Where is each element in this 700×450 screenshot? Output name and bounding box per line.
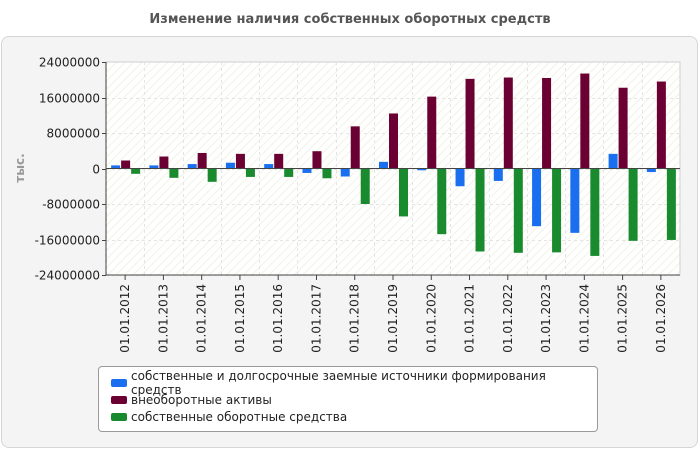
bar xyxy=(608,153,618,169)
bars xyxy=(111,73,676,256)
legend-swatch xyxy=(111,412,127,421)
bar xyxy=(417,168,427,171)
bar xyxy=(590,168,600,256)
legend-swatch xyxy=(111,395,127,404)
legend-item: внеоборотные активы xyxy=(111,391,597,408)
y-tick-label: 8000000 xyxy=(47,127,100,141)
bar xyxy=(465,78,475,169)
bar xyxy=(111,165,121,169)
bar xyxy=(628,168,638,241)
bar xyxy=(475,168,485,252)
legend-label: внеоборотные активы xyxy=(131,392,272,407)
bar xyxy=(427,96,437,169)
bar xyxy=(646,168,656,173)
bar xyxy=(131,168,141,174)
y-tick-label: -16000000 xyxy=(35,234,100,248)
x-tick-label: 01.01.2012 xyxy=(118,284,132,353)
x-tick-label: 01.01.2022 xyxy=(501,284,515,353)
y-tick-label: -8000000 xyxy=(42,198,100,212)
bar xyxy=(302,168,312,173)
x-tick-label: 01.01.2024 xyxy=(577,284,591,353)
legend-label: собственные оборотные средства xyxy=(131,409,348,424)
bar xyxy=(580,73,590,169)
bar xyxy=(350,126,360,169)
x-ticks: 01.01.2012 01.01.2013 01.01.2014 01.01.2015… xyxy=(118,275,668,353)
bar xyxy=(312,151,322,169)
chart-title: Изменение наличия собственных оборотных … xyxy=(149,12,551,27)
bar xyxy=(666,168,676,240)
bar xyxy=(322,168,332,179)
x-tick-label: 01.01.2015 xyxy=(233,284,247,353)
bar xyxy=(169,168,179,178)
y-tick-label: 16000000 xyxy=(39,92,100,106)
x-tick-label: 01.01.2013 xyxy=(156,284,170,353)
bar xyxy=(552,168,562,253)
bar xyxy=(513,168,523,253)
bar xyxy=(618,87,628,169)
x-tick-label: 01.01.2017 xyxy=(309,284,323,353)
x-tick-label: 01.01.2021 xyxy=(463,284,477,353)
legend-item: собственные оборотные средства xyxy=(111,408,597,425)
bar xyxy=(437,168,447,235)
legend-item: собственные и долгосрочные заемные источ… xyxy=(111,369,597,397)
bar xyxy=(274,153,284,169)
legend-label: собственные и долгосрочные заемные источ… xyxy=(131,368,546,397)
bar xyxy=(399,168,408,217)
bar xyxy=(207,168,217,182)
y-tick-label: 0 xyxy=(92,163,100,177)
bar xyxy=(570,168,580,233)
x-tick-label: 01.01.2014 xyxy=(195,284,209,353)
bar xyxy=(493,168,503,181)
bar xyxy=(245,168,255,177)
y-tick-label: 24000000 xyxy=(39,56,100,70)
x-tick-label: 01.01.2018 xyxy=(348,284,362,353)
y-tick-label: -24000000 xyxy=(35,269,100,283)
bar xyxy=(121,160,131,169)
bar xyxy=(159,156,169,169)
x-tick-label: 01.01.2025 xyxy=(616,284,630,353)
y-ticks: 24000000 16000000 8000000 0 -8000000 -1600000… xyxy=(35,56,106,283)
bar xyxy=(225,162,235,169)
legend: собственные и долгосрочные заемные источ… xyxy=(98,366,598,432)
bar xyxy=(197,152,207,169)
x-tick-label: 01.01.2016 xyxy=(271,284,285,353)
bar xyxy=(532,168,542,227)
bar xyxy=(264,164,274,169)
x-tick-label: 01.01.2019 xyxy=(386,284,400,353)
bar xyxy=(503,77,513,169)
bar xyxy=(284,168,294,177)
bar xyxy=(187,164,197,169)
bar xyxy=(389,113,398,169)
x-tick-label: 01.01.2020 xyxy=(424,284,438,353)
x-tick-label: 01.01.2023 xyxy=(539,284,553,353)
legend-swatch xyxy=(111,378,127,387)
bar xyxy=(149,165,159,169)
bar xyxy=(656,81,666,169)
bar xyxy=(340,168,350,177)
bar xyxy=(455,168,465,187)
y-axis-label: тыс. xyxy=(13,153,27,182)
bar xyxy=(360,168,370,204)
bar xyxy=(542,77,552,169)
bar xyxy=(235,153,245,169)
bar xyxy=(379,161,388,169)
x-tick-label: 01.01.2026 xyxy=(654,284,668,353)
